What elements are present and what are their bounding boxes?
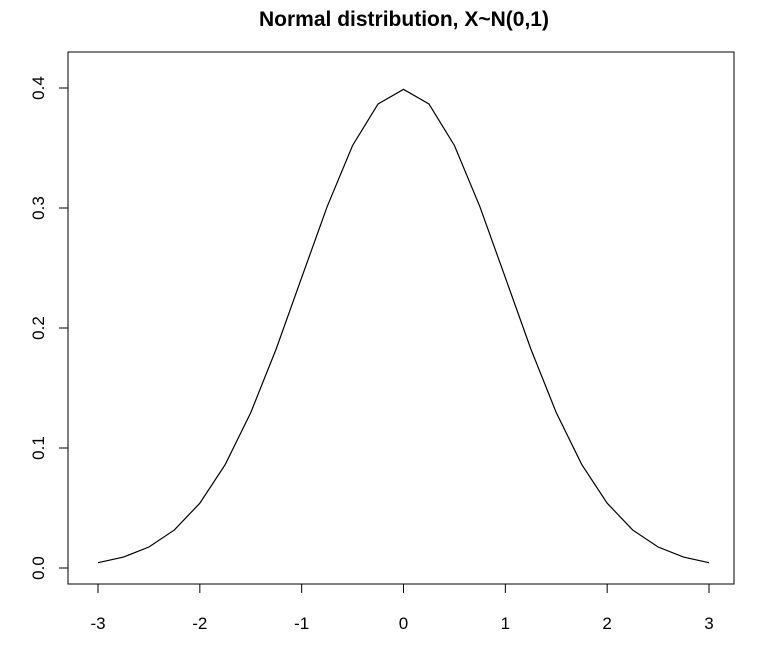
- x-axis: -3 -2 -1 0 1 2 3: [90, 583, 714, 633]
- y-tick-label: 0.4: [29, 76, 48, 100]
- x-tick-label: 0: [399, 614, 408, 633]
- y-tick-label: 0.3: [29, 196, 48, 220]
- x-tick-label: 3: [704, 614, 713, 633]
- y-tick-label: 0.1: [29, 436, 48, 460]
- y-tick-label: 0.0: [29, 556, 48, 580]
- y-tick-label: 0.2: [29, 316, 48, 340]
- x-tick-label: 1: [501, 614, 510, 633]
- x-tick-label: -1: [294, 614, 309, 633]
- plot-frame: [67, 51, 735, 585]
- x-tick-label: -3: [90, 614, 105, 633]
- x-tick-label: 2: [602, 614, 611, 633]
- x-tick-label: -2: [192, 614, 207, 633]
- y-axis: 0.0 0.1 0.2 0.3 0.4: [29, 76, 69, 580]
- chart-title: Normal distribution, X~N(0,1): [259, 8, 549, 31]
- density-curve-line: [97, 88, 710, 564]
